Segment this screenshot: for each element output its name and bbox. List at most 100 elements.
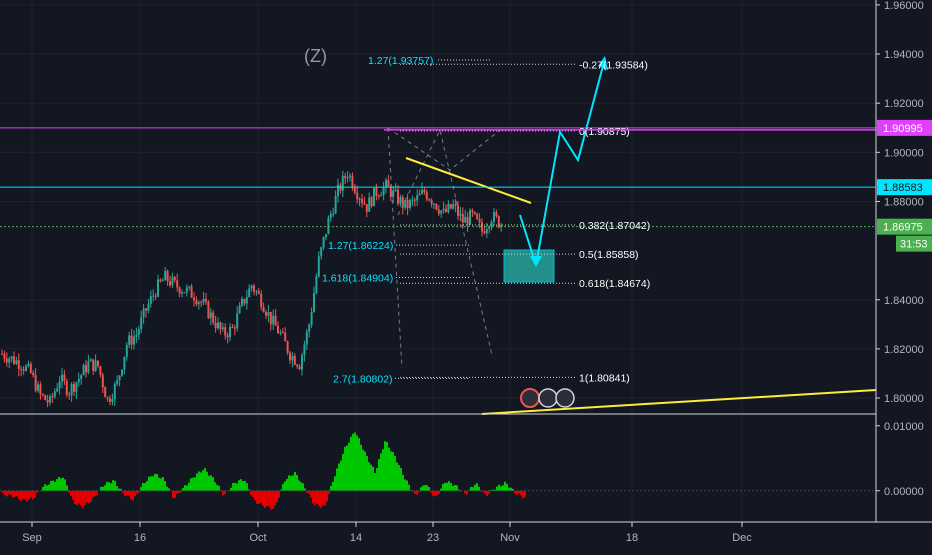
osc-bar (64, 479, 66, 490)
osc-bar (88, 491, 90, 504)
candle-body (447, 204, 449, 212)
candle-body (371, 197, 373, 206)
candle-body (366, 204, 368, 212)
osc-bar (230, 488, 232, 491)
candle-body (116, 380, 118, 384)
osc-bar (398, 465, 400, 491)
osc-bar (192, 478, 194, 491)
osc-bar (320, 491, 322, 508)
osc-bar (312, 491, 314, 504)
extension-label: 2.7(1.80802) (333, 373, 393, 385)
fib-level-label: -0.27(1.93584) (579, 59, 648, 71)
osc-bar (292, 475, 294, 490)
osc-bar (142, 483, 144, 491)
osc-bar (358, 438, 360, 491)
candle-body (138, 329, 140, 335)
osc-bar (278, 491, 280, 498)
osc-bar (196, 473, 198, 490)
candle-body (421, 190, 423, 194)
candle-body (37, 384, 39, 390)
osc-bar (486, 491, 488, 496)
osc-bar (10, 491, 12, 495)
candle-body (294, 356, 296, 365)
candle-body (222, 327, 224, 329)
osc-bar (268, 491, 270, 507)
osc-bar (242, 481, 244, 491)
osc-bar (238, 480, 240, 490)
price-label: 1.88583 (883, 182, 923, 194)
osc-bar (26, 491, 28, 502)
target-zone-box[interactable] (504, 250, 554, 282)
candle-body (164, 271, 166, 280)
osc-bar (244, 481, 246, 491)
osc-bar (296, 475, 298, 491)
osc-bar (294, 472, 296, 491)
candle-body (301, 355, 303, 369)
candle-body (495, 212, 497, 216)
candle-body (203, 299, 205, 302)
osc-bar (2, 491, 4, 493)
osc-bar (380, 453, 382, 490)
candle-body (354, 188, 356, 193)
osc-bar (90, 491, 92, 502)
osc-bar (342, 454, 344, 491)
osc-bar (140, 487, 142, 491)
price-label: 1.90995 (883, 123, 923, 135)
event-flag-icon[interactable] (521, 389, 539, 407)
osc-bar (252, 491, 254, 497)
candle-body (404, 200, 406, 208)
candle-body (440, 211, 442, 214)
x-tick-label: Dec (732, 532, 752, 544)
osc-bar (334, 476, 336, 490)
candle-body (378, 196, 380, 197)
price-axis[interactable]: 1.960001.940001.920001.900001.880001.840… (876, 0, 924, 405)
osc-bar (476, 483, 478, 491)
extension-label: 1.27(1.86224) (328, 240, 393, 252)
osc-bar (336, 468, 338, 490)
candle-body (162, 280, 164, 281)
y-tick-label: 1.88000 (884, 196, 924, 208)
osc-bar (482, 491, 484, 492)
candle-body (90, 359, 92, 361)
event-flag-icon-3[interactable] (556, 389, 574, 407)
candle-body (210, 312, 212, 318)
osc-bar (276, 491, 278, 503)
economic-events[interactable] (521, 389, 574, 407)
osc-bar (426, 485, 428, 491)
x-tick-label: Nov (500, 532, 520, 544)
osc-bar (384, 441, 386, 490)
osc-bar (270, 491, 272, 510)
osc-bar (94, 491, 96, 496)
candle-body (486, 229, 488, 233)
candle-body (277, 326, 279, 334)
osc-bar (286, 479, 288, 491)
osc-bar (446, 483, 448, 491)
osc-bar (346, 446, 348, 491)
candle-body (438, 209, 440, 213)
osc-bar (44, 484, 46, 490)
candle-body (498, 216, 500, 227)
candle-body (344, 176, 346, 178)
osc-bar (514, 491, 516, 494)
candle-body (311, 312, 313, 325)
event-flag-icon-2[interactable] (539, 389, 557, 407)
osc-bar (234, 483, 236, 491)
candle-body (327, 218, 329, 234)
osc-bar (152, 476, 154, 491)
candle-body (332, 214, 334, 215)
candle-body (267, 312, 269, 316)
candle-body (450, 204, 452, 208)
osc-bar (250, 491, 252, 495)
candle-body (135, 335, 137, 337)
osc-bar (54, 482, 56, 491)
fib-level-label: 0.5(1.85858) (579, 249, 639, 261)
candle-body (75, 382, 77, 391)
osc-bar (420, 487, 422, 490)
candle-body (169, 281, 171, 285)
candle-body (121, 370, 123, 376)
candle-body (1, 354, 3, 355)
osc-bar (50, 481, 52, 491)
osc-bar (12, 491, 14, 498)
